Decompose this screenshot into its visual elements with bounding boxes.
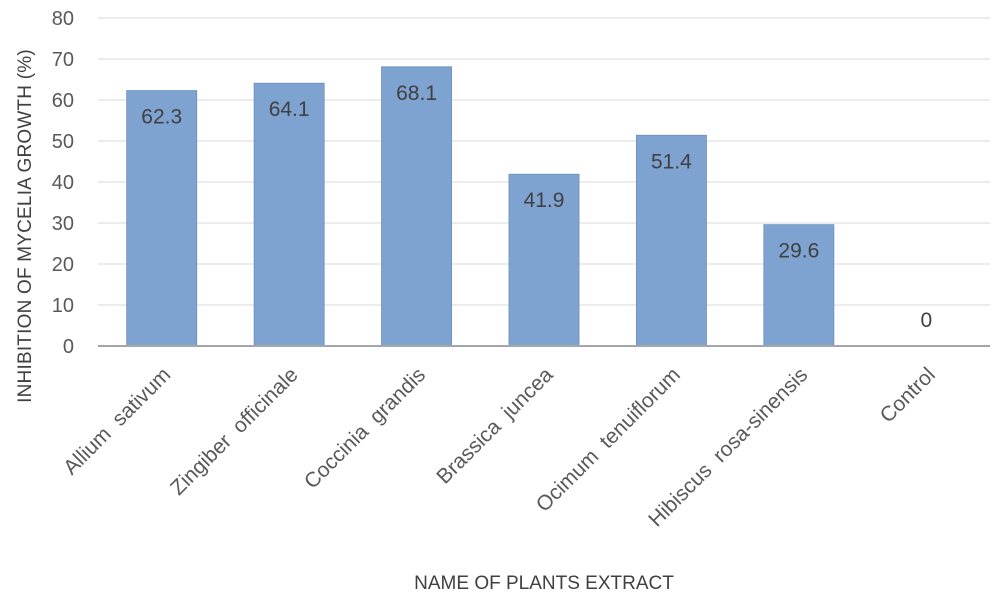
y-tick-label: 80: [52, 8, 74, 30]
data-label: 0: [920, 309, 932, 332]
data-label: 41.9: [524, 189, 565, 212]
y-tick-label: 50: [52, 131, 74, 153]
y-tick-label: 40: [52, 172, 74, 194]
data-labels: 62.3 64.1 68.1 41.9 51.4 29.6 0: [141, 82, 932, 332]
y-tick-label: 70: [52, 49, 74, 71]
y-tick-label: 20: [52, 254, 74, 276]
data-label: 68.1: [396, 82, 437, 105]
y-tick-label: 0: [63, 336, 74, 358]
x-tick-label: Ocimum tenuiflorum: [532, 363, 685, 516]
y-axis-label: INHIBITION OF MYCELIA GROWTH (%): [15, 49, 36, 403]
x-tick-label: Control: [876, 363, 940, 427]
x-tick-label: Allium sativum: [59, 363, 175, 479]
y-tick-labels: 0 10 20 30 40 50 60 70 80: [52, 8, 74, 358]
x-tick-label: Brassica juncea: [432, 363, 557, 488]
bar: [126, 90, 198, 347]
bar: [253, 82, 325, 347]
data-label: 64.1: [269, 98, 310, 121]
x-tick-label: Zingiber officinale: [166, 363, 303, 500]
bar: [508, 173, 580, 347]
data-label: 51.4: [651, 150, 692, 173]
bar: [635, 134, 707, 347]
bar: [763, 224, 835, 347]
y-tick-label: 10: [52, 295, 74, 317]
y-tick-label: 60: [52, 90, 74, 112]
bar: [381, 66, 453, 347]
x-tick-label: Coccinia grandis: [300, 363, 430, 493]
x-axis-label: NAME OF PLANTS EXTRACT: [414, 573, 674, 594]
bars: [126, 66, 835, 347]
data-label: 62.3: [141, 106, 182, 129]
data-label: 29.6: [778, 240, 819, 263]
y-tick-label: 30: [52, 213, 74, 235]
